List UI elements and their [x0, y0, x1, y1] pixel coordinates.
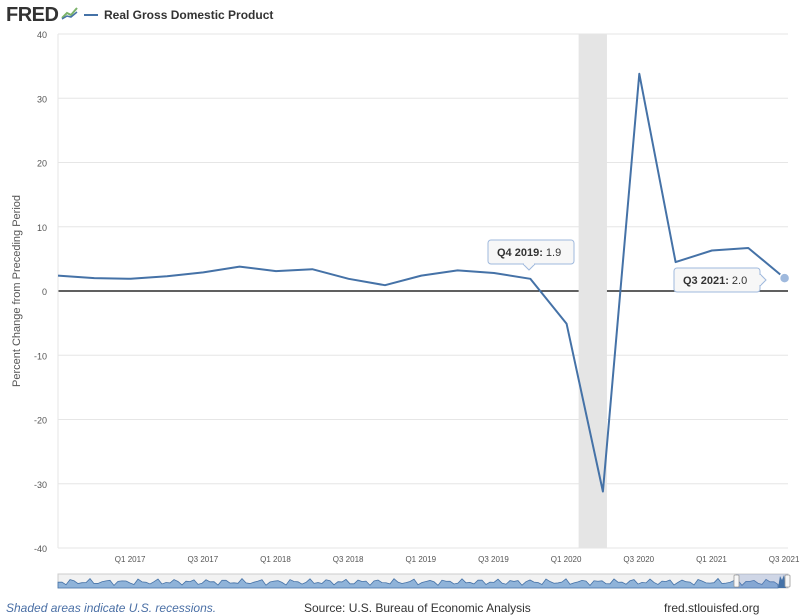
data-point	[491, 270, 497, 276]
tooltip-layer: Q4 2019: 1.9 Q3 2021: 2.0	[487, 239, 767, 293]
y-tick-label: 0	[42, 287, 47, 297]
series-line	[57, 72, 786, 493]
highlight-point	[778, 272, 791, 284]
y-axis-label: Percent Change from Preceding Period	[11, 195, 23, 387]
tooltip-label: Q3 2021:	[683, 275, 729, 287]
chart-footer: Shaded areas indicate U.S. recessions. S…	[0, 600, 800, 616]
x-tick-label: Q3 2021	[769, 555, 800, 564]
x-tick-label: Q3 2020	[623, 555, 654, 564]
data-point	[709, 248, 715, 254]
data-point	[91, 275, 97, 281]
y-tick-labels: 40 30 20 10 0 -10 -20 -30 -40	[34, 30, 47, 554]
tooltip-value: 1.9	[543, 247, 561, 259]
navigator[interactable]	[57, 573, 791, 589]
fred-logo[interactable]: FRED	[6, 4, 59, 26]
x-tick-labels: Q1 2017 Q3 2017 Q1 2018 Q3 2018 Q1 2019 Q3 20…	[115, 555, 800, 564]
y-tick-label: 10	[37, 223, 47, 233]
data-point	[455, 267, 461, 273]
data-point	[200, 269, 206, 275]
data-point	[309, 266, 315, 272]
data-point	[418, 273, 424, 279]
navigator-selection	[736, 574, 788, 588]
grid-layer	[57, 33, 788, 549]
tooltip-value: 2.0	[729, 275, 747, 287]
tooltip-text: Q4 2019: 1.9	[497, 247, 561, 259]
navigator-spike	[778, 575, 786, 588]
tooltip-label: Q4 2019:	[497, 247, 543, 259]
tooltip-pointer	[522, 263, 536, 271]
y-tick-label: -40	[34, 544, 47, 554]
y-tick-label: 30	[37, 94, 47, 104]
fred-url-link[interactable]: fred.stlouisfed.org	[664, 601, 760, 615]
y-tick-label: 40	[37, 30, 47, 40]
tooltip-text: Q3 2021: 2.0	[683, 275, 747, 287]
recession-layer	[578, 34, 607, 548]
data-point	[273, 268, 279, 274]
source-note: Source: U.S. Bureau of Economic Analysis	[304, 601, 531, 615]
data-point	[237, 264, 243, 270]
data-point	[346, 276, 352, 282]
data-point	[128, 276, 134, 282]
x-tick-label: Q1 2017	[115, 555, 146, 564]
recession-note: Shaded areas indicate U.S. recessions.	[6, 601, 217, 615]
x-tick-label: Q1 2019	[405, 555, 436, 564]
legend-swatch	[84, 14, 98, 16]
chart-header: FRED Real Gross Domestic Product	[0, 0, 800, 30]
chart-legend[interactable]: Real Gross Domestic Product	[84, 8, 273, 22]
navigator-left-handle	[733, 574, 740, 588]
series-layer	[55, 71, 791, 494]
x-tick-label: Q3 2017	[187, 555, 218, 564]
x-tick-label: Q1 2018	[260, 555, 291, 564]
data-point	[164, 273, 170, 279]
data-point	[673, 259, 679, 265]
data-point	[600, 488, 606, 494]
y-tick-label: -30	[34, 480, 47, 490]
x-tick-label: Q3 2018	[333, 555, 364, 564]
x-tick-label: Q1 2021	[696, 555, 727, 564]
y-tick-label: -20	[34, 416, 47, 426]
data-point	[382, 282, 388, 288]
y-tick-label: -10	[34, 351, 47, 361]
tooltip-pointer	[759, 273, 767, 287]
navigator-series	[57, 577, 779, 589]
data-point	[745, 245, 751, 251]
y-tick-label: 20	[37, 159, 47, 169]
legend-label: Real Gross Domestic Product	[104, 8, 274, 22]
data-point	[527, 276, 533, 282]
recession-band	[578, 34, 607, 548]
x-tick-label: Q1 2020	[551, 555, 582, 564]
tooltip: Q4 2019: 1.9	[487, 239, 575, 271]
tooltip: Q3 2021: 2.0	[673, 267, 767, 293]
fred-chart-icon	[61, 7, 78, 20]
data-point	[55, 273, 61, 279]
navigator-right-handle	[784, 574, 791, 588]
x-tick-label: Q3 2019	[478, 555, 509, 564]
data-point	[636, 71, 642, 77]
data-point	[564, 321, 570, 327]
